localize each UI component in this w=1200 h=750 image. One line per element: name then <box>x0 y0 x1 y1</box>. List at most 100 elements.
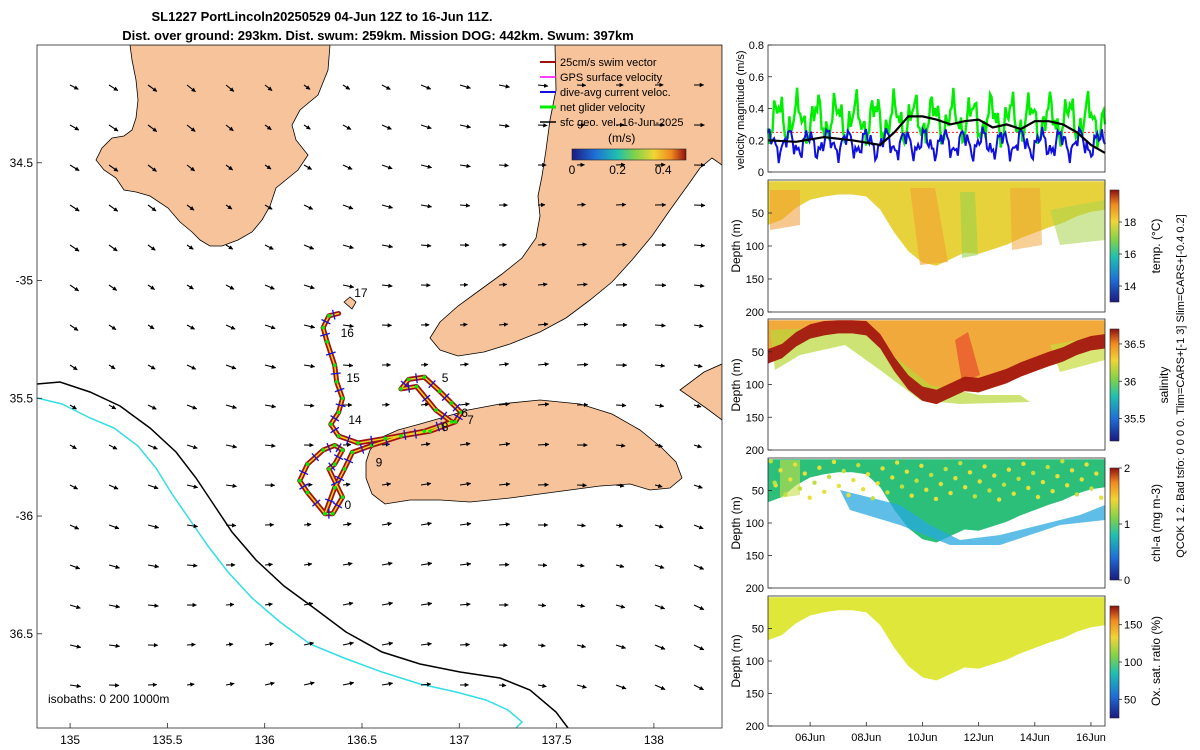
sfc-velocity-arrow <box>459 322 468 327</box>
sfc-velocity-arrow <box>693 604 705 611</box>
sfc-velocity-arrow <box>225 682 235 687</box>
sfc-velocity-arrow <box>186 523 199 529</box>
sfc-velocity-arrow <box>264 204 273 210</box>
sfc-velocity-arrow <box>303 124 311 130</box>
sfc-velocity-arrow <box>420 481 432 487</box>
sfc-velocity-arrow <box>225 364 237 370</box>
sfc-velocity-arrow <box>537 362 550 367</box>
current-vector-mark <box>330 426 340 434</box>
current-vector-mark <box>335 403 346 408</box>
sfc-velocity-arrow <box>108 284 118 291</box>
net-velocity-mark <box>428 429 432 434</box>
sfc-velocity-arrow <box>381 84 391 90</box>
sfc-velocity-arrow <box>615 684 627 690</box>
chlorophyll-ylabel: Depth (m) <box>729 496 743 549</box>
net-velocity-mark <box>350 450 355 455</box>
sfc-velocity-arrow <box>381 482 392 487</box>
net-velocity-mark <box>383 436 388 441</box>
sfc-velocity-arrow <box>264 404 277 409</box>
map-y-tick-label: 36.5 <box>10 627 34 641</box>
sfc-velocity-arrow <box>459 163 471 169</box>
section-y-tick-label: 100 <box>746 518 764 530</box>
sfc-velocity-arrow <box>537 683 547 688</box>
sfc-velocity-arrow <box>381 521 393 527</box>
chlorophyll-dot <box>1084 462 1089 467</box>
dive-avg-current-line <box>767 125 1106 164</box>
sfc-velocity-arrow <box>342 482 351 487</box>
current-vector-mark <box>421 394 431 402</box>
sfc-velocity-arrow <box>225 284 235 290</box>
oxygen-panel: 50 100 150 200 Depth (m) 150 100 50 Ox. sat. … <box>729 595 1163 744</box>
sfc-velocity-arrow <box>420 641 432 647</box>
sfc-velocity-arrow <box>420 164 433 169</box>
chlorophyll-dot <box>792 462 798 467</box>
sfc-velocity-arrow <box>576 684 587 689</box>
map-colorbar: 0 0.2 0.4 <box>569 148 687 177</box>
salinity-ylabel: Depth (m) <box>729 358 743 411</box>
current-vector-mark <box>452 403 461 412</box>
sfc-velocity-arrow <box>108 604 121 609</box>
map-colorbar-bar <box>571 148 687 161</box>
sfc-velocity-arrow <box>459 441 471 447</box>
chlorophyll-dot <box>938 481 944 487</box>
sfc-velocity-arrow <box>108 484 119 490</box>
chlorophyll-dot <box>1030 470 1036 476</box>
colorbar-tick-label: 35.5 <box>1124 414 1145 426</box>
colorbar-tick-label: 14 <box>1124 281 1136 293</box>
sfc-velocity-arrow <box>186 284 194 290</box>
chlorophyll-dot <box>1074 492 1080 497</box>
day-label: 5 <box>442 371 449 385</box>
net-velocity-mark <box>449 401 454 405</box>
sfc-velocity-arrow <box>537 442 550 447</box>
isobath-200m <box>37 381 569 728</box>
sfc-velocity-arrow <box>654 524 664 529</box>
section-y-tick-label: 100 <box>746 241 764 253</box>
net-velocity-mark <box>434 408 438 412</box>
track-vector-marks <box>297 309 464 519</box>
sfc-velocity-arrow <box>654 363 666 368</box>
colorbar-tick-label: 16 <box>1124 249 1136 261</box>
chlorophyll-dot <box>1016 476 1021 481</box>
current-vector-mark <box>311 453 320 462</box>
temperature-colorbar-ticks: 18 16 14 <box>1119 217 1136 293</box>
oxygen-colorbar <box>1109 605 1120 719</box>
sfc-velocity-arrow <box>459 203 471 208</box>
sfc-velocity-arrow <box>498 362 510 367</box>
oxygen-ylabel: Depth (m) <box>729 634 743 687</box>
sfc-velocity-arrow <box>147 484 159 490</box>
sfc-velocity-arrow <box>459 642 471 647</box>
chlorophyll-dot <box>1050 488 1055 494</box>
sfc-velocity-arrow <box>225 324 236 330</box>
current-vector-mark <box>334 387 345 393</box>
sfc-velocity-arrow <box>69 204 80 212</box>
current-vector-mark <box>415 373 418 384</box>
colorbar-tick-label: 2 <box>1124 463 1130 475</box>
net-velocity-mark <box>327 314 331 318</box>
chlorophyll-dot <box>967 470 973 475</box>
sfc-velocity-arrow <box>537 402 550 407</box>
chlorophyll-dot <box>919 463 924 468</box>
net-velocity-mark <box>422 375 427 379</box>
sfc-velocity-arrow <box>498 282 508 287</box>
chlorophyll-dot <box>1011 491 1016 496</box>
sfc-velocity-arrow <box>576 282 588 287</box>
sfc-velocity-arrow <box>186 642 196 647</box>
sfc-velocity-arrow <box>381 402 390 407</box>
sfc-velocity-arrow <box>108 404 117 410</box>
chlorophyll-dot <box>860 487 866 492</box>
sfc-velocity-arrow <box>576 523 586 528</box>
sfc-velocity-arrow <box>108 164 119 172</box>
temperature-features <box>770 188 1105 265</box>
net-velocity-mark <box>330 511 335 516</box>
chlorophyll-dot <box>1055 474 1060 479</box>
sfc-velocity-arrow <box>264 124 272 131</box>
sfc-velocity-arrow <box>108 204 119 212</box>
sfc-velocity-arrow <box>342 244 354 250</box>
chlorophyll-dot <box>1045 464 1050 470</box>
sfc-velocity-arrow <box>498 123 510 128</box>
sfc-velocity-arrow <box>342 363 354 368</box>
sfc-velocity-arrow <box>342 284 355 289</box>
sfc-velocity-arrow <box>420 124 432 130</box>
sfc-velocity-arrow <box>654 323 666 328</box>
chlorophyll-colorbar <box>1109 467 1120 581</box>
